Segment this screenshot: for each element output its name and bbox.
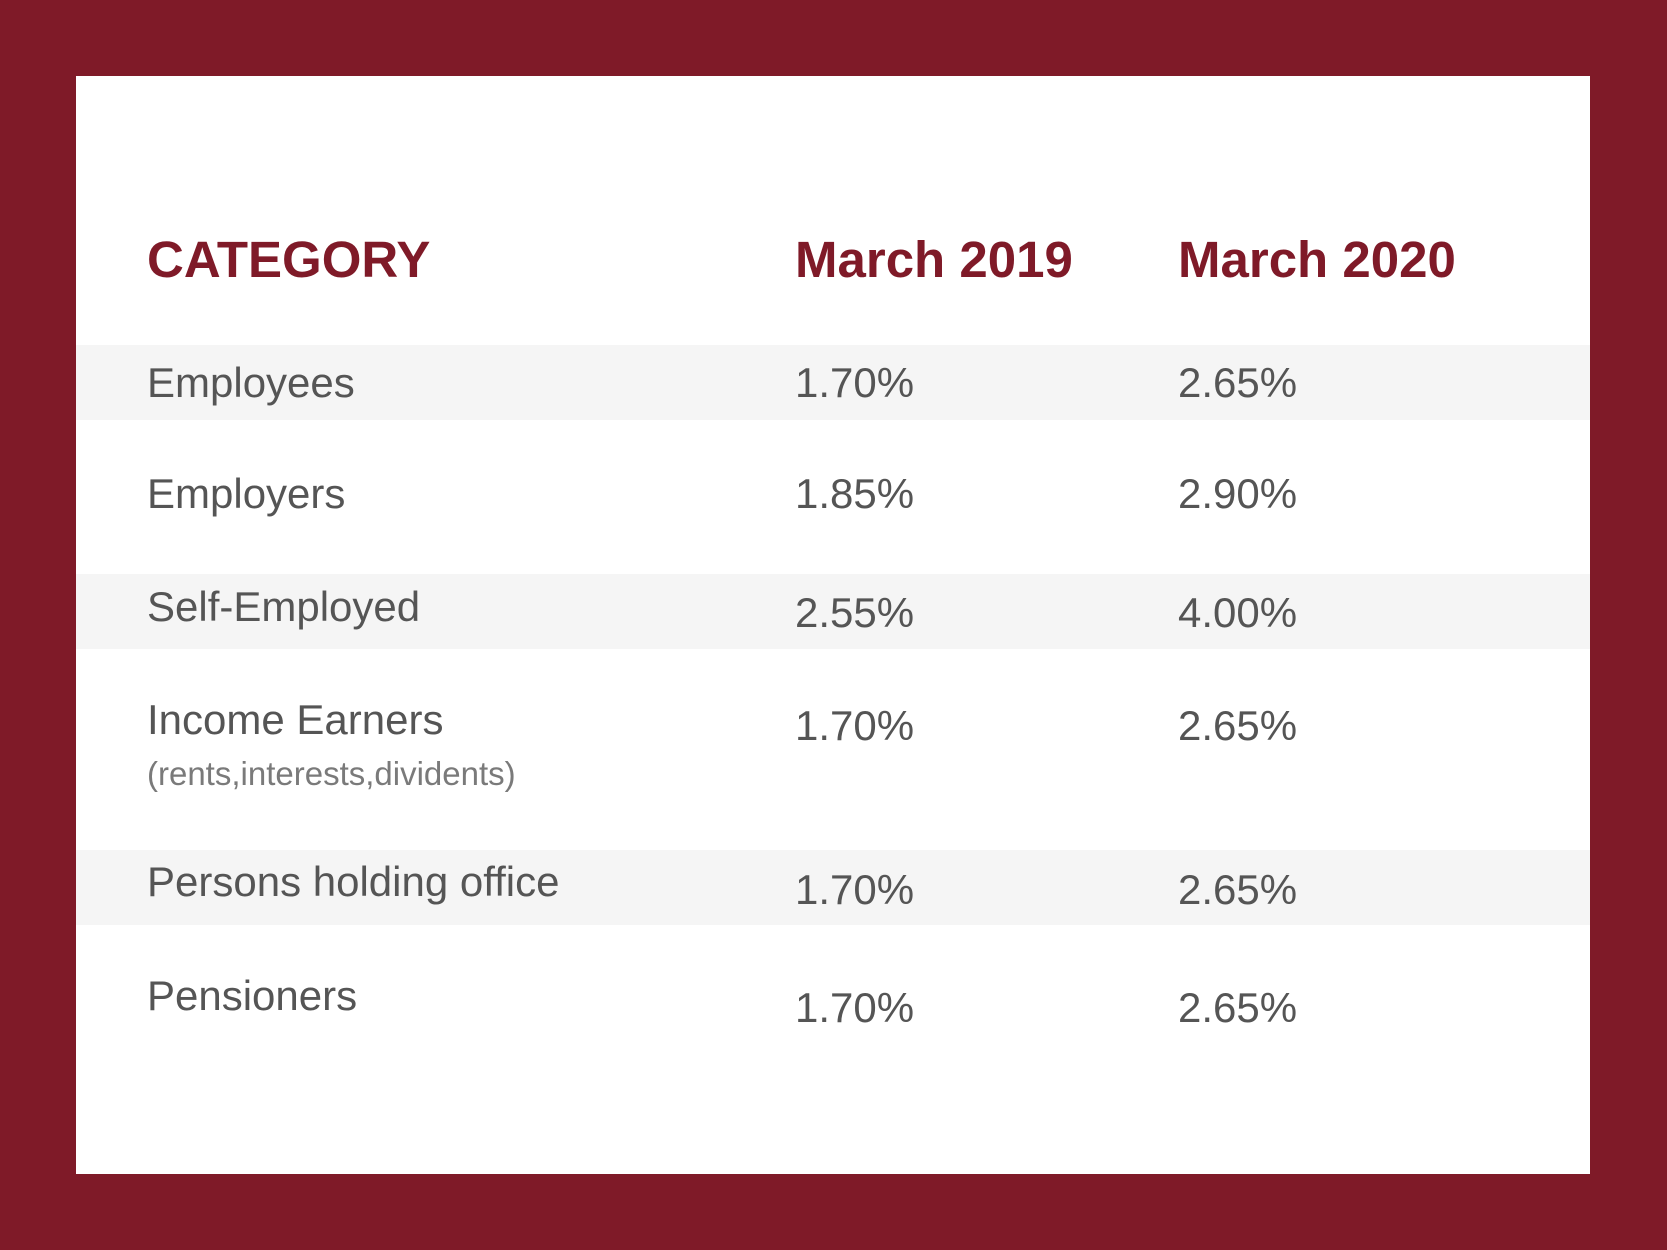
- rate-value: 2.65%: [1178, 359, 1298, 406]
- row-stripe: [76, 345, 1590, 420]
- rate-value: 1.85%: [795, 470, 915, 517]
- rate-value: 2.65%: [1178, 984, 1298, 1031]
- rate-value: 4.00%: [1178, 589, 1298, 636]
- column-header: March 2019: [795, 231, 1073, 288]
- row-stripe: [76, 574, 1590, 649]
- rate-value: 1.70%: [795, 359, 915, 406]
- rate-value: 2.65%: [1178, 866, 1298, 913]
- rate-value: 1.70%: [795, 866, 915, 913]
- category-label: Employees: [147, 359, 355, 406]
- category-label: Employers: [147, 470, 346, 517]
- rate-value: 1.70%: [795, 702, 915, 749]
- rate-value: 2.55%: [795, 589, 915, 636]
- table-panel: CATEGORY March 2019 March 2020 Employees 1.7…: [76, 76, 1590, 1174]
- column-header: March 2020: [1178, 231, 1456, 288]
- category-label: Pensioners: [147, 972, 358, 1019]
- rate-value: 1.70%: [795, 984, 915, 1031]
- category-label: Persons holding office: [147, 858, 560, 905]
- category-label: Self-Employed: [147, 583, 421, 630]
- rate-value: 2.65%: [1178, 702, 1298, 749]
- column-header: CATEGORY: [147, 231, 431, 288]
- row-stripe: [76, 850, 1590, 925]
- category-note: (rents,interests,dividents): [147, 755, 516, 792]
- category-label: Income Earners: [147, 696, 444, 743]
- rate-value: 2.90%: [1178, 470, 1298, 517]
